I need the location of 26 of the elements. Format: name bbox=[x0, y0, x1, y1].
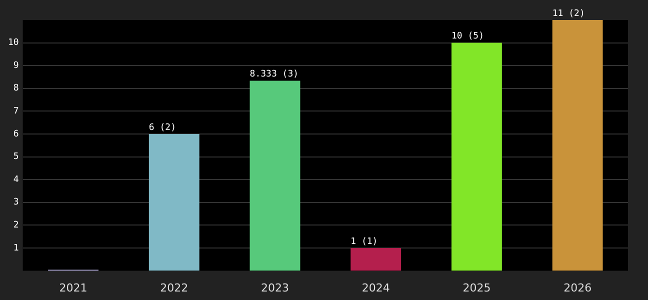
bar bbox=[350, 248, 402, 271]
data-label: 8.333 (3) bbox=[250, 70, 299, 80]
y-tick-label: 4 bbox=[13, 174, 19, 185]
y-tick-label: 5 bbox=[13, 152, 19, 162]
bar bbox=[552, 20, 603, 271]
data-label: 11 (2) bbox=[552, 8, 585, 19]
x-tick-label: 2026 bbox=[564, 281, 592, 294]
y-tick-label: 3 bbox=[13, 198, 19, 208]
x-tick-label: 2024 bbox=[362, 281, 390, 294]
x-tick-label: 2023 bbox=[260, 281, 289, 294]
y-tick-label: 6 bbox=[13, 129, 19, 140]
data-label: 1 (1) bbox=[350, 236, 378, 247]
y-tick-label: 9 bbox=[13, 60, 19, 71]
y-tick-label: 2 bbox=[13, 220, 19, 231]
data-label: 6 (2) bbox=[148, 122, 176, 133]
y-tick-label: 1 bbox=[13, 243, 19, 254]
x-tick-label: 2022 bbox=[160, 281, 188, 294]
x-tick-label: 2021 bbox=[59, 281, 88, 294]
bar bbox=[148, 134, 200, 271]
bar bbox=[451, 42, 502, 271]
y-tick-label: 7 bbox=[13, 106, 19, 117]
data-label: 10 (5) bbox=[451, 32, 484, 42]
y-tick-label: 8 bbox=[13, 84, 19, 94]
x-tick-label: 2025 bbox=[462, 281, 491, 294]
bar bbox=[250, 80, 300, 271]
y-tick-label: 10 bbox=[8, 38, 19, 48]
